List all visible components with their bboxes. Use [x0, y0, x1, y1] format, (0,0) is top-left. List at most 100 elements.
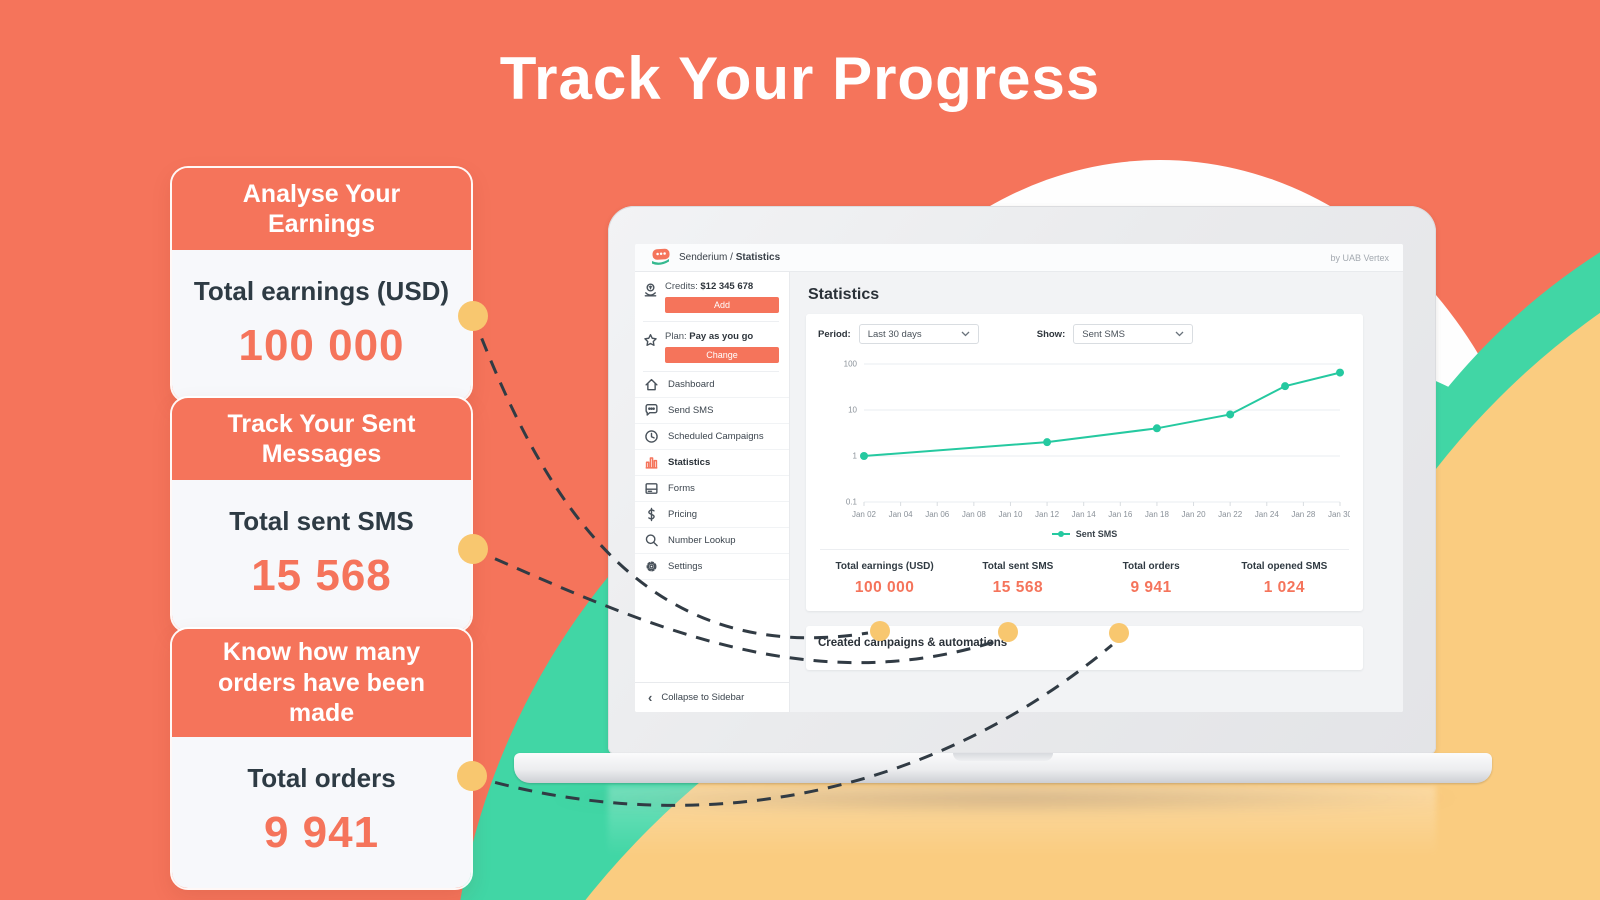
sidebar-menu: Dashboard Send SMS Scheduled Campaigns Stat…: [635, 372, 789, 580]
credits-value: $12 345 678: [700, 281, 754, 292]
svg-text:Jan 24: Jan 24: [1255, 510, 1280, 519]
svg-text:Jan 10: Jan 10: [998, 510, 1023, 519]
stat-label: Total sent SMS: [982, 561, 1054, 572]
app-topbar: Senderium / Statistics by UAB Vertex: [635, 244, 1403, 272]
chevron-down-icon: [961, 331, 970, 337]
card-earnings-header: Analyse Your Earnings: [172, 168, 471, 250]
chart-legend: Sent SMS: [818, 529, 1351, 539]
svg-text:Jan 06: Jan 06: [925, 510, 950, 519]
campaigns-section-title: Created campaigns & automations: [818, 637, 1008, 649]
dollar-icon: [644, 507, 659, 522]
credits-block: Credits: $12 345 678 Add: [635, 272, 789, 321]
search-icon: [644, 533, 659, 548]
sidebar-item-number-lookup[interactable]: Number Lookup: [635, 528, 789, 554]
home-icon: [644, 377, 659, 392]
card-earnings: Analyse Your Earnings Total earnings (US…: [170, 166, 473, 403]
sidebar-item-statistics[interactable]: Statistics: [635, 450, 789, 476]
brand-name: Senderium: [679, 252, 728, 263]
legend-label: Sent SMS: [1075, 529, 1118, 539]
statistics-card: Period: Last 30 days Show: Sent SMS 100 1…: [806, 314, 1363, 611]
campaigns-card: Created campaigns & automations: [806, 626, 1363, 670]
show-select[interactable]: Sent SMS: [1073, 324, 1194, 344]
laptop-notch: [953, 753, 1053, 761]
main-heading: Statistics: [808, 286, 880, 303]
gear-icon: [644, 559, 659, 574]
svg-text:Jan 22: Jan 22: [1218, 510, 1243, 519]
change-plan-button[interactable]: Change: [665, 347, 779, 363]
card-sent-sms: Track Your Sent Messages Total sent SMS …: [170, 396, 473, 633]
svg-text:Jan 02: Jan 02: [852, 510, 877, 519]
chevron-left-icon: ‹: [648, 690, 653, 705]
collapse-sidebar-button[interactable]: ‹ Collapse to Sidebar: [635, 682, 789, 712]
svg-text:Jan 30: Jan 30: [1328, 510, 1350, 519]
plan-block: Plan: Pay as you go Change: [635, 322, 789, 371]
app-screen: Senderium / Statistics by UAB Vertex Cre…: [635, 244, 1403, 712]
svg-text:0.1: 0.1: [846, 498, 858, 507]
sidebar-item-forms[interactable]: Forms: [635, 476, 789, 502]
card-sent-sms-value: 15 568: [251, 551, 392, 600]
sidebar-item-label: Scheduled Campaigns: [668, 431, 764, 442]
svg-text:Jan 04: Jan 04: [889, 510, 914, 519]
totals-row: Total earnings (USD) 100 000 Total sent SM…: [818, 550, 1351, 611]
stat-total-opened-sms: Total opened SMS 1 024: [1218, 561, 1351, 597]
sidebar-item-dashboard[interactable]: Dashboard: [635, 372, 789, 398]
card-orders-header: Know how many orders have been made: [172, 629, 471, 737]
chevron-down-icon: [1175, 331, 1184, 337]
stat-total-sent-sms: Total sent SMS 15 568: [951, 561, 1084, 597]
sidebar-item-label: Settings: [668, 561, 703, 572]
period-value: Last 30 days: [867, 328, 922, 340]
add-credits-button[interactable]: Add: [665, 297, 779, 313]
svg-text:Jan 28: Jan 28: [1291, 510, 1316, 519]
chat-icon: [644, 403, 659, 418]
collapse-label: Collapse to Sidebar: [661, 692, 745, 703]
bar-chart-icon: [644, 455, 659, 470]
sidebar-item-pricing[interactable]: Pricing: [635, 502, 789, 528]
stat-value: 100 000: [854, 579, 915, 596]
main-panel: Statistics Period: Last 30 days Show: Se…: [790, 272, 1403, 712]
period-label: Period:: [818, 328, 851, 340]
stat-total-orders: Total orders 9 941: [1085, 561, 1218, 597]
plan-value: Pay as you go: [689, 331, 754, 342]
show-label: Show:: [1036, 328, 1066, 340]
sidebar-item-label: Statistics: [668, 457, 711, 468]
sidebar-item-label: Number Lookup: [668, 535, 736, 546]
chart-svg: 100 10 1 0.1 Jan 02 Jan 04 Jan 06 Jan 08 Jan 10 J…: [844, 360, 1353, 520]
stat-value: 9 941: [1130, 579, 1172, 596]
svg-text:Jan 08: Jan 08: [962, 510, 987, 519]
star-icon: [643, 331, 665, 363]
svg-text:Jan 12: Jan 12: [1035, 510, 1060, 519]
sent-sms-chart: 100 10 1 0.1 Jan 02 Jan 04 Jan 06 Jan 08 Jan 10 J…: [818, 354, 1353, 525]
vendor-byline: by UAB Vertex: [1330, 252, 1389, 263]
sidebar-item-settings[interactable]: Settings: [635, 554, 789, 580]
svg-text:Jan 14: Jan 14: [1072, 510, 1097, 519]
sidebar: Credits: $12 345 678 Add Plan: Pay as yo…: [635, 272, 790, 712]
svg-text:1: 1: [853, 452, 858, 461]
stat-label: Total earnings (USD): [835, 561, 934, 572]
clock-icon: [644, 429, 659, 444]
card-earnings-value: 100 000: [238, 321, 405, 370]
stat-total-earnings-usd-: Total earnings (USD) 100 000: [818, 561, 951, 597]
card-earnings-label: Total earnings (USD): [193, 276, 450, 306]
sidebar-item-label: Send SMS: [668, 405, 714, 416]
forms-icon: [644, 481, 659, 496]
period-select[interactable]: Last 30 days: [858, 324, 979, 344]
laptop-reflection: [608, 786, 1436, 856]
card-orders: Know how many orders have been made Tota…: [170, 627, 473, 890]
senderium-logo: [649, 248, 671, 268]
show-value: Sent SMS: [1082, 328, 1126, 340]
card-orders-label: Total orders: [247, 762, 396, 793]
sidebar-item-label: Pricing: [668, 509, 698, 520]
stat-label: Total opened SMS: [1241, 561, 1328, 572]
page-title: Track Your Progress: [499, 45, 1101, 112]
sidebar-item-label: Dashboard: [668, 379, 715, 390]
stat-label: Total orders: [1122, 561, 1180, 572]
svg-text:Jan 20: Jan 20: [1182, 510, 1207, 519]
card-sent-sms-label: Total sent SMS: [229, 506, 414, 536]
laptop-base: [514, 753, 1492, 783]
sidebar-item-label: Forms: [668, 483, 695, 494]
card-orders-value: 9 941: [263, 807, 380, 857]
legend-marker: [1051, 531, 1070, 537]
sidebar-item-send-sms[interactable]: Send SMS: [635, 398, 789, 424]
sidebar-item-scheduled-campaigns[interactable]: Scheduled Campaigns: [635, 424, 789, 450]
stat-value: 1 024: [1263, 579, 1306, 596]
